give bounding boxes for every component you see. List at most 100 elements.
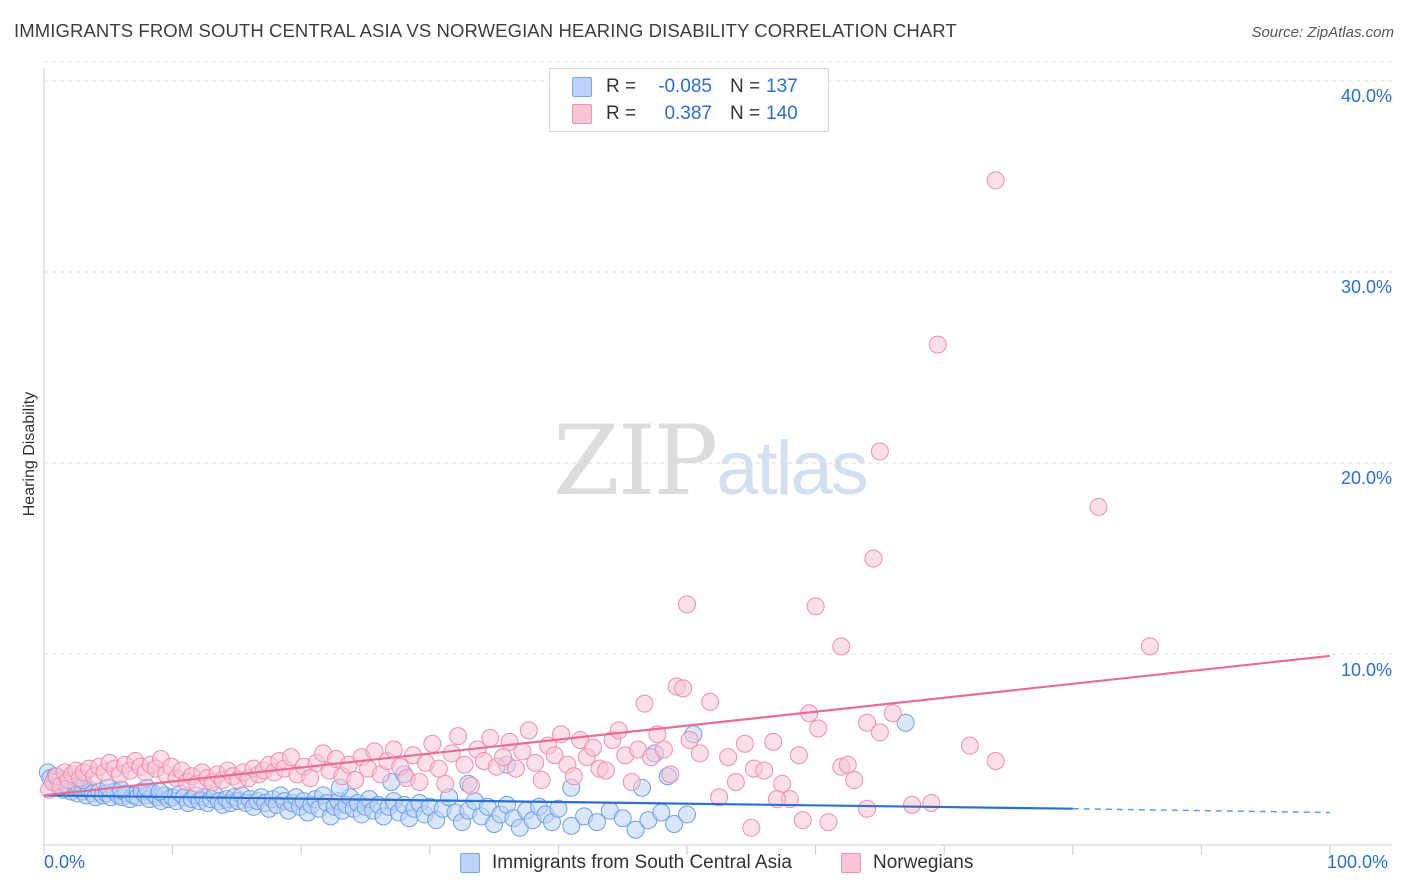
bottom-legend-blue: Immigrants from South Central Asia — [460, 852, 792, 874]
r-value: -0.085 — [658, 76, 712, 97]
legend-swatch-blue — [572, 77, 592, 97]
grid — [44, 61, 1392, 655]
trend-lines — [43, 654, 1331, 814]
x-tick-label: 100.0% — [1327, 852, 1389, 872]
data-point-immigrants — [613, 809, 632, 828]
legend-swatch-pink — [572, 104, 592, 124]
data-point-norwegians — [883, 704, 902, 723]
data-point-norwegians — [690, 744, 709, 763]
data-point-norwegians — [494, 748, 513, 767]
data-point-norwegians — [635, 694, 654, 713]
data-point-norwegians — [661, 765, 680, 784]
data-point-norwegians — [564, 767, 583, 786]
data-point-norwegians — [764, 732, 783, 751]
data-point-norwegians — [768, 790, 787, 809]
data-point-norwegians — [281, 748, 300, 767]
n-label: N = — [730, 103, 761, 124]
correlation-legend: R = -0.085 N = 137 R = 0.387 N = 140 — [549, 68, 829, 132]
data-point-immigrants — [678, 805, 696, 824]
data-point-norwegians — [301, 769, 320, 788]
data-point-norwegians — [742, 818, 761, 837]
data-point-norwegians — [436, 774, 455, 793]
data-point-norwegians — [735, 734, 754, 753]
x-tick-label: 0.0% — [44, 852, 86, 872]
data-point-norwegians — [423, 734, 442, 753]
data-point-norwegians — [1140, 637, 1159, 656]
trend-line-immigrants — [43, 794, 1073, 810]
y-tick-label: 30.0% — [1340, 277, 1392, 297]
n-label: N = — [730, 76, 761, 97]
y-tick-label: 40.0% — [1340, 86, 1392, 106]
data-point-norwegians — [346, 771, 365, 790]
data-point-norwegians — [461, 776, 480, 795]
data-point-norwegians — [449, 727, 468, 746]
data-point-immigrants — [549, 799, 568, 818]
data-point-norwegians — [789, 746, 808, 765]
data-point-norwegians — [384, 740, 403, 759]
data-point-norwegians — [870, 442, 889, 461]
data-point-norwegians — [609, 721, 628, 740]
data-point-norwegians — [532, 771, 551, 790]
data-point-norwegians — [903, 795, 922, 814]
data-point-norwegians — [545, 746, 564, 765]
data-point-norwegians — [654, 740, 673, 759]
data-point-norwegians — [819, 813, 838, 832]
data-point-norwegians — [442, 744, 461, 763]
source-label: Source: ZipAtlas.com — [1251, 24, 1394, 41]
data-point-norwegians — [506, 759, 525, 778]
n-value: 137 — [766, 76, 798, 97]
data-point-norwegians — [710, 788, 729, 807]
data-point-norwegians — [755, 761, 774, 780]
data-point-immigrants — [587, 813, 606, 832]
data-point-norwegians — [678, 595, 696, 614]
data-point-norwegians — [858, 713, 877, 732]
data-point-norwegians — [838, 755, 857, 774]
data-point-norwegians — [832, 637, 851, 656]
trend-line-immigrants-extrapolated — [1072, 807, 1331, 814]
bottom-legend-label: Immigrants from South Central Asia — [492, 852, 792, 873]
watermark-zip: ZIP — [553, 405, 718, 517]
data-point-norwegians — [986, 171, 1005, 190]
data-point-norwegians — [806, 597, 825, 616]
data-point-norwegians — [809, 719, 828, 738]
data-point-norwegians — [701, 692, 720, 711]
data-point-norwegians — [526, 753, 545, 772]
data-point-norwegians — [870, 723, 889, 742]
data-point-norwegians — [680, 730, 699, 749]
data-point-norwegians — [1089, 497, 1108, 516]
data-point-norwegians — [410, 772, 429, 791]
legend-row-blue: R = -0.085 N = 137 — [572, 75, 798, 99]
series-pink-points — [40, 171, 1159, 837]
data-point-norwegians — [674, 679, 693, 698]
data-point-immigrants — [896, 713, 915, 732]
r-label: R = — [606, 103, 637, 124]
data-point-norwegians — [960, 736, 979, 755]
chart-title: IMMIGRANTS FROM SOUTH CENTRAL ASIA VS NO… — [14, 20, 957, 41]
bottom-legend-label: Norwegians — [873, 852, 974, 873]
data-point-immigrants — [562, 816, 581, 835]
data-point-norwegians — [845, 771, 864, 790]
bottom-swatch-blue — [460, 853, 480, 873]
data-point-norwegians — [719, 748, 738, 767]
data-point-norwegians — [481, 729, 500, 748]
data-point-immigrants — [626, 820, 645, 839]
data-point-immigrants — [665, 814, 684, 833]
n-value: 140 — [766, 103, 798, 124]
data-point-norwegians — [584, 738, 603, 757]
data-point-norwegians — [773, 774, 792, 793]
watermark-atlas: atlas — [716, 426, 869, 511]
y-tick-label: 20.0% — [1340, 468, 1392, 488]
watermark: ZIPatlas — [553, 405, 869, 517]
data-point-norwegians — [726, 772, 745, 791]
y-tick-label: 10.0% — [1340, 660, 1392, 680]
data-point-norwegians — [596, 761, 615, 780]
trend-line-norwegians — [43, 654, 1331, 797]
data-point-norwegians — [793, 811, 812, 830]
bottom-legend-pink: Norwegians — [841, 852, 973, 874]
data-point-norwegians — [455, 755, 474, 774]
legend-row-pink: R = 0.387 N = 140 — [572, 102, 798, 126]
data-point-norwegians — [519, 721, 538, 740]
data-point-norwegians — [429, 759, 448, 778]
data-point-norwegians — [622, 772, 641, 791]
